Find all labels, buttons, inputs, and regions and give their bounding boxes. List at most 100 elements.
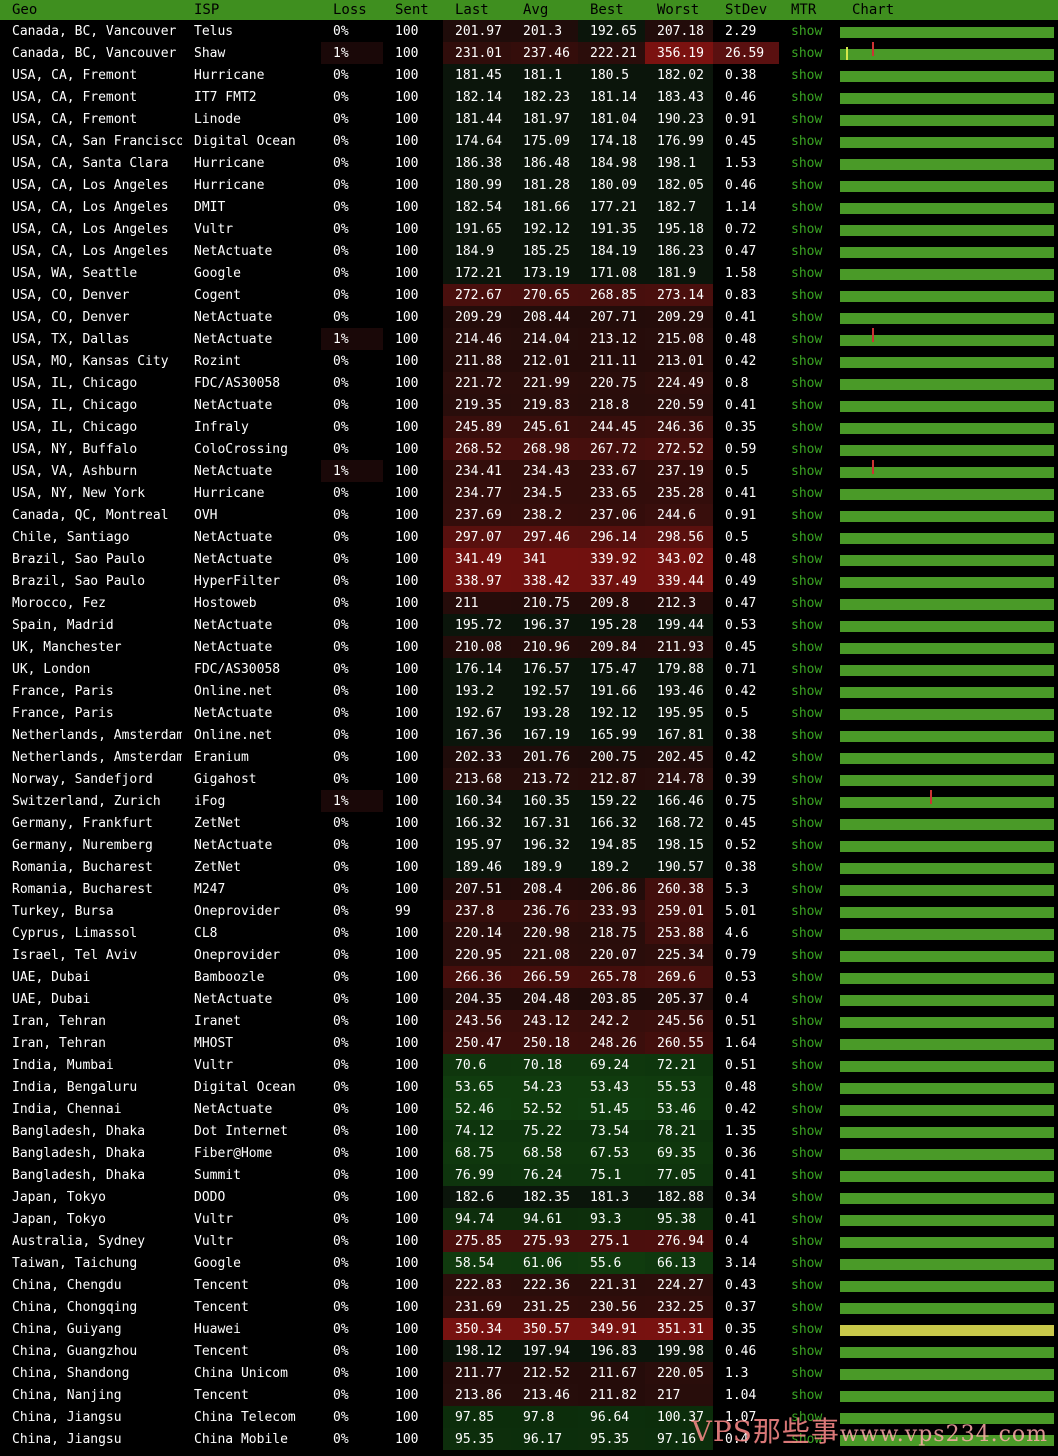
mtr-show-link[interactable]: show (791, 1079, 823, 1095)
mtr-show-link[interactable]: show (791, 23, 823, 39)
cell-worst: 77.05 (645, 1164, 713, 1186)
cell-chart (840, 218, 1058, 240)
cell-sent: 100 (395, 969, 419, 985)
mtr-show-link[interactable]: show (791, 925, 823, 941)
cell-isp: Online.net (194, 727, 273, 743)
cell-isp: DMIT (194, 199, 226, 215)
cell-worst: 53.46 (645, 1098, 713, 1120)
cell-last: 268.52 (443, 438, 511, 460)
mtr-show-link[interactable]: show (791, 1299, 823, 1315)
cell-sent: 100 (395, 925, 419, 941)
mtr-show-link[interactable]: show (791, 551, 823, 567)
mtr-show-link[interactable]: show (791, 1145, 823, 1161)
mtr-show-link[interactable]: show (791, 661, 823, 677)
mtr-show-link[interactable]: show (791, 463, 823, 479)
cell-worst: 182.05 (645, 174, 713, 196)
mtr-show-link[interactable]: show (791, 199, 823, 215)
cell-last: 275.85 (443, 1230, 511, 1252)
mtr-show-link[interactable]: show (791, 771, 823, 787)
latency-sparkline (840, 951, 1054, 962)
cell-last: 195.72 (443, 614, 511, 636)
mtr-show-link[interactable]: show (791, 1255, 823, 1271)
mtr-show-link[interactable]: show (791, 1101, 823, 1117)
mtr-show-link[interactable]: show (791, 397, 823, 413)
mtr-show-link[interactable]: show (791, 705, 823, 721)
mtr-show-link[interactable]: show (791, 155, 823, 171)
mtr-show-link[interactable]: show (791, 793, 823, 809)
mtr-show-link[interactable]: show (791, 903, 823, 919)
cell-geo: UK, Manchester (12, 639, 122, 655)
mtr-show-link[interactable]: show (791, 1167, 823, 1183)
mtr-show-link[interactable]: show (791, 45, 823, 61)
mtr-show-link[interactable]: show (791, 1343, 823, 1359)
latency-sparkline (840, 1435, 1054, 1446)
cell-isp: NetActuate (194, 991, 273, 1007)
mtr-show-link[interactable]: show (791, 639, 823, 655)
mtr-show-link[interactable]: show (791, 1211, 823, 1227)
mtr-show-link[interactable]: show (791, 353, 823, 369)
mtr-show-link[interactable]: show (791, 375, 823, 391)
cell-avg: 54.23 (511, 1076, 578, 1098)
mtr-show-link[interactable]: show (791, 265, 823, 281)
mtr-show-link[interactable]: show (791, 947, 823, 963)
cell-avg: 201.76 (511, 746, 578, 768)
cell-best: 177.21 (578, 196, 645, 218)
cell-best: 211.11 (578, 350, 645, 372)
mtr-show-link[interactable]: show (791, 133, 823, 149)
cell-sent: 100 (395, 1123, 419, 1139)
mtr-show-link[interactable]: show (791, 991, 823, 1007)
mtr-show-link[interactable]: show (791, 1409, 823, 1425)
mtr-show-link[interactable]: show (791, 595, 823, 611)
mtr-show-link[interactable]: show (791, 1189, 823, 1205)
mtr-show-link[interactable]: show (791, 331, 823, 347)
mtr-show-link[interactable]: show (791, 617, 823, 633)
mtr-show-link[interactable]: show (791, 485, 823, 501)
mtr-show-link[interactable]: show (791, 859, 823, 875)
latency-sparkline (840, 819, 1054, 830)
mtr-show-link[interactable]: show (791, 441, 823, 457)
mtr-show-link[interactable]: show (791, 287, 823, 303)
mtr-show-link[interactable]: show (791, 683, 823, 699)
mtr-show-link[interactable]: show (791, 111, 823, 127)
mtr-show-link[interactable]: show (791, 1387, 823, 1403)
mtr-show-link[interactable]: show (791, 89, 823, 105)
mtr-show-link[interactable]: show (791, 1233, 823, 1249)
mtr-show-link[interactable]: show (791, 243, 823, 259)
mtr-show-link[interactable]: show (791, 177, 823, 193)
mtr-show-link[interactable]: show (791, 1123, 823, 1139)
mtr-show-link[interactable]: show (791, 1057, 823, 1073)
mtr-show-link[interactable]: show (791, 1321, 823, 1337)
mtr-show-link[interactable]: show (791, 837, 823, 853)
mtr-show-link[interactable]: show (791, 309, 823, 325)
mtr-show-link[interactable]: show (791, 749, 823, 765)
mtr-show-link[interactable]: show (791, 1365, 823, 1381)
cell-avg: 52.52 (511, 1098, 578, 1120)
table-row: USA, MO, Kansas City Rozint 0% 100 211.88 212… (0, 350, 1058, 372)
cell-best: 75.1 (578, 1164, 645, 1186)
mtr-show-link[interactable]: show (791, 419, 823, 435)
cell-best: 230.56 (578, 1296, 645, 1318)
mtr-show-link[interactable]: show (791, 1431, 823, 1447)
cell-isp: NetActuate (194, 837, 273, 853)
mtr-show-link[interactable]: show (791, 507, 823, 523)
mtr-show-link[interactable]: show (791, 221, 823, 237)
cell-loss: 0% (333, 1365, 349, 1381)
mtr-show-link[interactable]: show (791, 969, 823, 985)
mtr-show-link[interactable]: show (791, 727, 823, 743)
cell-isp: Bamboozle (194, 969, 265, 985)
mtr-show-link[interactable]: show (791, 529, 823, 545)
cell-worst: 272.52 (645, 438, 713, 460)
mtr-show-link[interactable]: show (791, 67, 823, 83)
cell-sent: 100 (395, 661, 419, 677)
mtr-show-link[interactable]: show (791, 1277, 823, 1293)
mtr-show-link[interactable]: show (791, 1013, 823, 1029)
mtr-show-link[interactable]: show (791, 1035, 823, 1051)
cell-avg: 192.57 (511, 680, 578, 702)
cell-chart (840, 196, 1058, 218)
mtr-show-link[interactable]: show (791, 815, 823, 831)
latency-sparkline (840, 1039, 1054, 1050)
mtr-show-link[interactable]: show (791, 881, 823, 897)
mtr-show-link[interactable]: show (791, 573, 823, 589)
latency-sparkline (840, 555, 1054, 566)
latency-sparkline (840, 203, 1054, 214)
